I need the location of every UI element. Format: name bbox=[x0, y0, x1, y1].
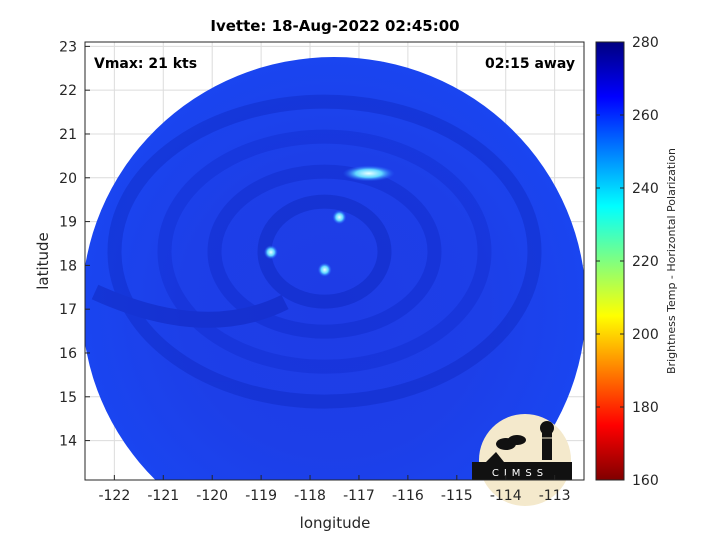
colorbar-label: Brightness Temp - Horizontal Polarizatio… bbox=[665, 148, 678, 374]
y-tick-label: 19 bbox=[59, 215, 77, 231]
time-offset-annotation: 02:15 away bbox=[485, 56, 575, 72]
cimss-logo: CIMSS bbox=[472, 414, 572, 506]
warm-feature bbox=[317, 262, 332, 277]
y-tick-label: 23 bbox=[59, 39, 77, 55]
x-tick-label: -113 bbox=[539, 488, 571, 504]
x-tick-label: -117 bbox=[343, 488, 375, 504]
y-tick-label: 15 bbox=[59, 390, 77, 406]
x-tick-label: -122 bbox=[98, 488, 130, 504]
colorbar-tick-label: 240 bbox=[632, 181, 659, 197]
y-tick-label: 20 bbox=[59, 171, 77, 187]
y-tick-label: 17 bbox=[59, 302, 77, 318]
x-axis-label: longitude bbox=[300, 514, 371, 532]
swath-texture bbox=[91, 94, 542, 409]
cold-band bbox=[107, 94, 542, 409]
colorbar bbox=[595, 41, 625, 481]
x-ticks: -122 -121 -120 -119 -118 -117 -116 -115 -114 -113 bbox=[98, 475, 571, 504]
colorbar-tick-label: 280 bbox=[632, 35, 659, 51]
y-tick-label: 14 bbox=[59, 434, 77, 450]
warm-feature bbox=[263, 245, 278, 260]
colorbar-tick-label: 160 bbox=[632, 473, 659, 489]
x-tick-label: -119 bbox=[245, 488, 277, 504]
x-tick-label: -114 bbox=[490, 488, 522, 504]
y-tick-label: 22 bbox=[59, 83, 77, 99]
swath-features bbox=[263, 165, 395, 277]
colorbar-tick-label: 220 bbox=[632, 254, 659, 270]
x-tick-label: -121 bbox=[147, 488, 179, 504]
chart-title: Ivette: 18-Aug-2022 02:45:00 bbox=[210, 17, 459, 35]
vmax-annotation: Vmax: 21 kts bbox=[94, 56, 197, 72]
y-tick-label: 18 bbox=[59, 258, 77, 274]
colorbar-ticks: 160 180 200 220 240 260 280 bbox=[596, 35, 659, 489]
colorbar-tick-label: 200 bbox=[632, 327, 659, 343]
warm-feature bbox=[332, 210, 347, 225]
swath bbox=[85, 57, 584, 480]
warm-feature bbox=[342, 165, 395, 182]
cold-band bbox=[207, 164, 442, 339]
x-tick-label: -116 bbox=[392, 488, 424, 504]
x-tick-label: -120 bbox=[196, 488, 228, 504]
y-axis-label: latitude bbox=[34, 232, 52, 290]
colorbar-tick-label: 180 bbox=[632, 400, 659, 416]
y-ticks: 14 15 16 17 18 19 20 21 22 23 bbox=[59, 39, 90, 450]
axes-frame bbox=[84, 41, 585, 481]
cold-band bbox=[157, 129, 492, 374]
x-tick-label: -115 bbox=[441, 488, 473, 504]
x-tick-label: -118 bbox=[294, 488, 326, 504]
logo-text: CIMSS bbox=[492, 468, 548, 479]
cold-band bbox=[91, 284, 289, 328]
colorbar-tick-label: 260 bbox=[632, 108, 659, 124]
y-tick-label: 21 bbox=[59, 127, 77, 143]
y-tick-label: 16 bbox=[59, 346, 77, 362]
